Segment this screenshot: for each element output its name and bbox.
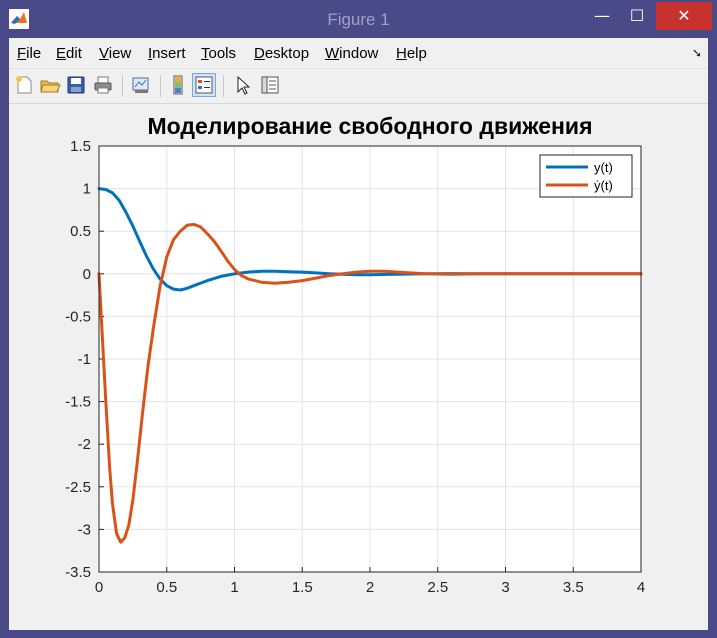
- save-icon[interactable]: [65, 74, 87, 96]
- insert-colorbar-icon[interactable]: [167, 74, 189, 96]
- y-tick-label: 1.5: [70, 138, 91, 155]
- menu-view-label: iew: [108, 45, 132, 62]
- series-lines: [97, 187, 643, 544]
- window-title: Figure 1: [327, 10, 390, 29]
- menu-tools-label: ools: [208, 45, 237, 62]
- y-tick-label: 0.5: [70, 223, 91, 240]
- x-tick-label: 0: [95, 579, 103, 596]
- menu-desktop-label: esktop: [264, 45, 310, 62]
- toolbar-separator: [223, 75, 224, 97]
- menu-bar: File Edit View Insert Tools Desktop Wind…: [9, 38, 708, 69]
- series-line-2: [97, 222, 643, 544]
- menu-window-label: indow: [339, 45, 379, 62]
- insert-legend-icon[interactable]: [192, 73, 216, 97]
- x-tick-label: 0.5: [156, 579, 177, 596]
- matlab-logo-icon: [9, 9, 29, 29]
- menu-window-mnemonic: W: [325, 45, 340, 62]
- menu-help-label: elp: [406, 45, 427, 62]
- y-tick-label: -3: [78, 521, 91, 538]
- y-tick-label: 0: [83, 266, 91, 283]
- menu-help[interactable]: Help: [396, 45, 427, 62]
- x-tick-label: 1.5: [292, 579, 313, 596]
- y-tick-label: -1.5: [65, 394, 91, 411]
- menu-desktop[interactable]: Desktop: [254, 45, 309, 62]
- menu-help-mnemonic: H: [396, 45, 407, 62]
- menu-view[interactable]: View: [99, 45, 131, 62]
- y-tick-label: -2.5: [65, 479, 91, 496]
- y-tick-label: -1: [78, 351, 91, 368]
- legend-box: [539, 154, 633, 198]
- menu-desktop-mnemonic: D: [254, 45, 265, 62]
- close-button[interactable]: ✕: [656, 2, 712, 30]
- menu-insert-mnemonic: I: [148, 45, 153, 62]
- menu-file-mnemonic: F: [17, 45, 27, 62]
- menu-file[interactable]: File: [17, 45, 41, 62]
- minimize-button[interactable]: —: [594, 6, 610, 25]
- y-tick-label: -0.5: [65, 308, 91, 325]
- axes-frame: [98, 145, 642, 573]
- figure-canvas[interactable]: Моделирование свободного движения 0 0.5 1 1…: [9, 104, 708, 630]
- legend[interactable]: y(t) ẏ(t): [539, 154, 633, 198]
- x-tick-label: 2.5: [427, 579, 448, 596]
- menu-tools-mnemonic: T: [201, 45, 209, 62]
- menu-window[interactable]: Window: [325, 45, 378, 62]
- link-plot-icon[interactable]: [130, 74, 152, 96]
- print-icon[interactable]: [92, 74, 114, 96]
- figure-toolbar: [9, 69, 708, 104]
- legend-label-1: y(t): [594, 160, 613, 175]
- chart-title: Моделирование свободного движения: [148, 113, 593, 139]
- title-bar[interactable]: Figure 1 — ☐ ✕: [0, 0, 717, 38]
- menu-tools[interactable]: Tools: [201, 45, 236, 62]
- toolbar-separator: [122, 75, 123, 97]
- open-file-icon[interactable]: [39, 74, 61, 96]
- maximize-button[interactable]: ☐: [629, 6, 645, 25]
- menu-view-mnemonic: V: [99, 45, 109, 62]
- toolbar-separator: [160, 75, 161, 97]
- menu-edit-mnemonic: E: [56, 45, 67, 62]
- new-figure-icon[interactable]: [13, 74, 35, 96]
- x-tick-label: 3: [501, 579, 509, 596]
- x-tick-label: 2: [366, 579, 374, 596]
- x-tick-label: 4: [637, 579, 645, 596]
- x-tick-label: 3.5: [563, 579, 584, 596]
- menu-dock-arrow-icon[interactable]: ➘: [692, 46, 703, 60]
- menu-edit-label: dit: [66, 45, 82, 62]
- y-tick-label: -2: [78, 436, 91, 453]
- menu-insert[interactable]: Insert: [148, 45, 186, 62]
- tick-labels: 0 0.5 1 1.5 2 2.5 3 3.5 4 1.5 1 0.5 0 -0.5 -1 -1.5 -2 -2.…: [65, 138, 645, 596]
- x-tick-label: 1: [230, 579, 238, 596]
- y-tick-label: 1: [83, 181, 91, 198]
- plot-svg: Моделирование свободного движения 0 0.5 1 1…: [65, 113, 645, 596]
- figure-client-area: File Edit View Insert Tools Desktop Wind…: [9, 38, 708, 630]
- menu-file-label: ile: [26, 45, 42, 62]
- edit-plot-arrow-icon[interactable]: [232, 74, 254, 96]
- legend-label-2: ẏ(t): [594, 178, 613, 193]
- menu-edit[interactable]: Edit: [56, 45, 82, 62]
- property-inspector-icon[interactable]: [259, 74, 281, 96]
- y-tick-label: -3.5: [65, 564, 91, 581]
- menu-insert-label: nsert: [152, 45, 186, 62]
